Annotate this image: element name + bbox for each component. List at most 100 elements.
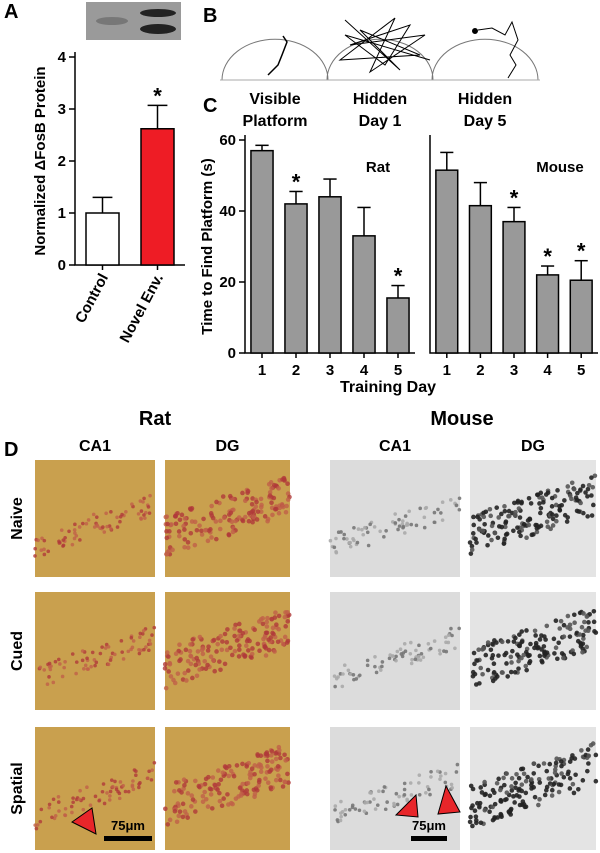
- cell: [109, 510, 113, 514]
- cell: [576, 786, 581, 792]
- cell: [446, 640, 451, 645]
- cell: [67, 529, 71, 534]
- cell: [543, 492, 549, 497]
- cell: [549, 787, 555, 793]
- cell: [232, 648, 238, 654]
- cell: [383, 807, 388, 812]
- cell: [402, 793, 407, 797]
- cell: [131, 779, 135, 783]
- cell: [240, 781, 246, 787]
- cell: [185, 668, 191, 673]
- cell: [408, 652, 413, 656]
- cell: [534, 526, 540, 531]
- cell: [250, 519, 255, 525]
- cell: [516, 529, 522, 535]
- cell: [208, 654, 214, 659]
- cell: [516, 506, 522, 511]
- cell: [86, 518, 91, 522]
- cell: [544, 787, 549, 793]
- cell: [504, 771, 509, 776]
- cell: [511, 794, 516, 799]
- image-background: [35, 592, 155, 710]
- cell: [571, 486, 577, 492]
- cell: [373, 664, 377, 669]
- cell: [549, 495, 555, 501]
- cell: [421, 655, 426, 660]
- cell: [131, 787, 136, 792]
- cell: [539, 658, 544, 664]
- species-label: Rat: [139, 408, 172, 430]
- cell: [593, 630, 599, 635]
- cell: [146, 505, 151, 509]
- cell: [512, 500, 517, 506]
- cell: [42, 538, 47, 543]
- x-tick-label: Control: [72, 271, 112, 326]
- cell: [542, 792, 548, 798]
- image-background: [330, 460, 460, 577]
- cell: [490, 678, 496, 684]
- cell: [233, 518, 239, 524]
- cell: [233, 622, 238, 628]
- cell: [175, 511, 180, 516]
- cell: [552, 651, 557, 656]
- x-axis-label: Training Day: [340, 379, 436, 396]
- cell: [207, 786, 213, 792]
- cell: [33, 554, 37, 558]
- cell: [437, 648, 442, 653]
- cell: [42, 668, 47, 672]
- cell: [336, 530, 341, 535]
- cell: [85, 785, 89, 789]
- cell: [236, 633, 242, 638]
- cell: [276, 613, 282, 619]
- cell: [481, 645, 487, 651]
- pool-label: Visible: [249, 91, 300, 108]
- cell: [172, 680, 178, 686]
- cell: [341, 672, 345, 676]
- cell: [51, 680, 56, 685]
- cell: [480, 528, 486, 534]
- cell: [150, 768, 154, 772]
- cell: [557, 626, 563, 631]
- cell: [423, 506, 428, 511]
- cell: [403, 514, 408, 518]
- cell: [237, 628, 243, 633]
- significance-marker: *: [394, 264, 403, 289]
- cell: [107, 798, 112, 802]
- cell: [471, 522, 477, 528]
- cell: [514, 771, 519, 777]
- cell: [227, 493, 233, 499]
- cell: [342, 532, 347, 537]
- cell: [535, 492, 541, 497]
- cell: [73, 522, 77, 527]
- cell: [255, 641, 261, 647]
- cell: [269, 759, 275, 764]
- cell: [543, 651, 548, 657]
- cell: [51, 797, 56, 802]
- cell: [275, 767, 280, 773]
- column-label: CA1: [79, 438, 111, 455]
- cell: [175, 671, 181, 676]
- significance-marker: *: [577, 239, 586, 264]
- cell: [336, 675, 340, 679]
- cell: [277, 777, 283, 783]
- cell: [282, 634, 288, 640]
- cell: [106, 645, 111, 649]
- cell: [384, 528, 388, 533]
- cell: [78, 788, 82, 793]
- cell: [374, 670, 379, 675]
- cell: [225, 792, 230, 797]
- cell: [177, 788, 182, 793]
- cell: [189, 793, 195, 798]
- cell: [432, 639, 437, 643]
- cell: [182, 670, 188, 676]
- cell: [343, 807, 348, 812]
- cell: [481, 514, 487, 520]
- cell: [551, 781, 557, 787]
- cell: [174, 819, 180, 825]
- cell: [194, 655, 200, 661]
- cell: [342, 536, 346, 541]
- cell: [432, 520, 437, 525]
- cell: [544, 623, 550, 629]
- chart-title: Mouse: [536, 159, 584, 176]
- cell: [182, 544, 187, 550]
